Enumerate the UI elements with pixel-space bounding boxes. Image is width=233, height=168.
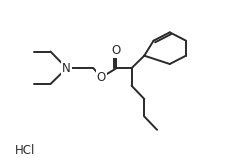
Text: O: O xyxy=(97,71,106,84)
Text: O: O xyxy=(112,44,121,57)
Text: HCl: HCl xyxy=(15,144,35,157)
Text: N: N xyxy=(62,62,71,75)
